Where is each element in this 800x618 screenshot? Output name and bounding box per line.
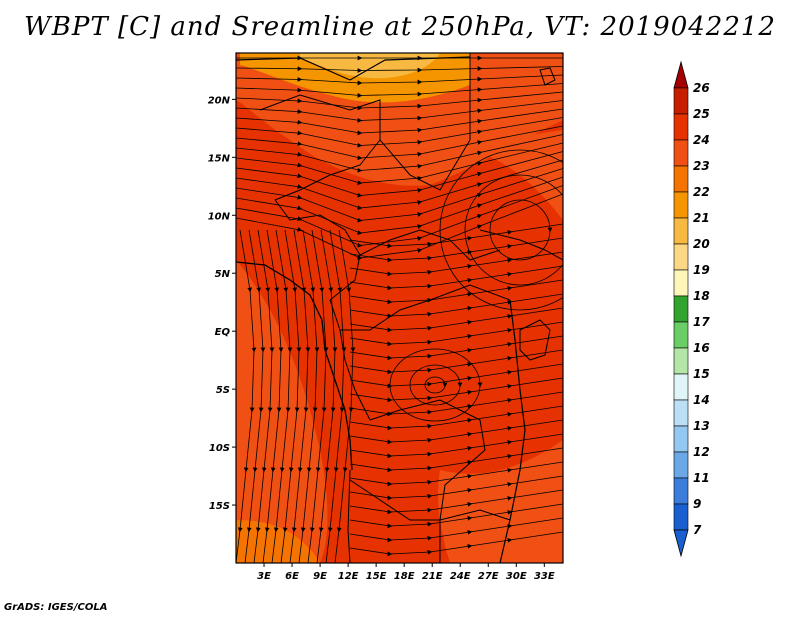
colorbar-label: 12 — [693, 445, 710, 459]
streamline — [349, 419, 563, 445]
colorbar-swatch — [673, 165, 689, 193]
colorbar-label: 16 — [693, 341, 710, 355]
colorbar-label: 25 — [693, 107, 710, 121]
streamline — [424, 376, 448, 394]
colorbar-swatch — [673, 451, 689, 479]
streamline — [349, 433, 563, 459]
streamline — [349, 475, 563, 501]
streamline — [349, 307, 563, 333]
colorbar-swatch — [673, 399, 689, 427]
streamline — [349, 405, 563, 431]
latitude-axis: 20N 15N 10N 5N EQ 5S 10S 15S — [208, 95, 236, 512]
grads-credit: GrADS: IGES/COLA — [4, 602, 108, 613]
streamline — [236, 66, 563, 73]
colorbar-label: 13 — [693, 419, 710, 433]
colorbar-label: 7 — [693, 523, 702, 537]
streamline — [489, 199, 553, 261]
lat-tick-label: 10N — [208, 211, 231, 222]
colorbar-swatch — [673, 87, 689, 115]
colorbar-swatch — [673, 139, 689, 167]
streamline — [349, 279, 563, 305]
streamline — [349, 391, 563, 417]
streamline — [349, 321, 563, 347]
colorbar-swatch — [673, 347, 689, 375]
streamline — [409, 364, 463, 406]
colorbar-label: 23 — [693, 159, 710, 173]
lat-tick-label: 10S — [209, 443, 230, 454]
lat-tick-label: EQ — [215, 327, 231, 338]
streamline — [236, 91, 563, 111]
map-frame — [235, 52, 564, 564]
streamline — [349, 489, 563, 515]
colorbar-label: 19 — [693, 263, 710, 277]
lon-tick-label: 24E — [450, 571, 471, 582]
colorbar-label: 21 — [693, 211, 710, 225]
colorbar-swatch — [673, 477, 689, 505]
colorbar-swatch — [673, 243, 689, 271]
streamline — [349, 265, 563, 291]
lon-tick-label: 33E — [534, 571, 555, 582]
lon-tick-label: 21E — [422, 571, 443, 582]
colorbar-label: 24 — [693, 133, 710, 147]
lat-tick-label: 15S — [209, 501, 230, 512]
colorbar-swatch — [673, 321, 689, 349]
lat-tick-label: 20N — [208, 95, 231, 106]
streamline — [349, 335, 563, 361]
streamlines — [236, 55, 563, 563]
streamline — [349, 223, 563, 249]
colorbar-swatch — [673, 191, 689, 219]
colorbar-label: 9 — [693, 497, 701, 511]
streamline — [349, 461, 563, 487]
country-borders — [236, 53, 563, 563]
streamline — [236, 74, 563, 86]
lon-tick-label: 27E — [478, 571, 499, 582]
longitude-axis: 3E 6E 9E 12E 15E 18E 21E 24E 27E 30E 33E — [257, 563, 555, 582]
colorbar-label: 20 — [693, 237, 710, 251]
colorbar-label: 15 — [693, 367, 710, 381]
colorbar: 26 25 24 23 22 21 20 19 18 17 16 15 14 13 12 11 9 7 — [673, 60, 710, 558]
streamline — [349, 447, 563, 473]
page-title: WBPT [C] and Sreamline at 250hPa, VT: 20… — [24, 12, 776, 42]
colorbar-label: 22 — [693, 185, 710, 199]
lon-tick-label: 6E — [285, 571, 299, 582]
colorbar-label: 17 — [693, 315, 710, 329]
lon-tick-label: 18E — [394, 571, 415, 582]
streamline — [349, 349, 563, 375]
colorbar-swatch — [673, 373, 689, 401]
colorbar-swatch — [673, 295, 689, 323]
streamline — [236, 83, 563, 98]
lat-tick-label: 5S — [216, 385, 230, 396]
colorbar-swatch — [673, 269, 689, 297]
colorbar-top-arrow — [673, 60, 689, 89]
streamline — [464, 174, 563, 286]
lon-tick-label: 3E — [257, 571, 271, 582]
lon-tick-label: 15E — [366, 571, 387, 582]
colorbar-swatch — [673, 113, 689, 141]
lon-tick-label: 12E — [338, 571, 359, 582]
colorbar-swatch — [673, 425, 689, 453]
colorbar-bottom-arrow — [673, 529, 689, 558]
streamline — [349, 503, 563, 529]
colorbar-label: 26 — [693, 81, 710, 95]
streamline — [349, 531, 563, 557]
streamline — [334, 229, 356, 563]
colorbar-label: 11 — [693, 471, 710, 485]
colorbar-swatch — [673, 217, 689, 245]
streamline — [389, 348, 483, 422]
colorbar-label: 14 — [693, 393, 710, 407]
shaded-field — [236, 53, 563, 563]
streamline — [349, 377, 563, 403]
colorbar-label: 18 — [693, 289, 710, 303]
streamline — [349, 517, 563, 543]
lon-tick-label: 30E — [506, 571, 527, 582]
streamline — [349, 363, 563, 389]
lat-tick-label: 15N — [208, 153, 231, 164]
lon-tick-label: 9E — [313, 571, 327, 582]
lat-tick-label: 5N — [215, 269, 231, 280]
colorbar-swatch — [673, 503, 689, 531]
streamline — [349, 293, 563, 319]
streamline — [439, 149, 563, 311]
streamline — [349, 237, 563, 263]
